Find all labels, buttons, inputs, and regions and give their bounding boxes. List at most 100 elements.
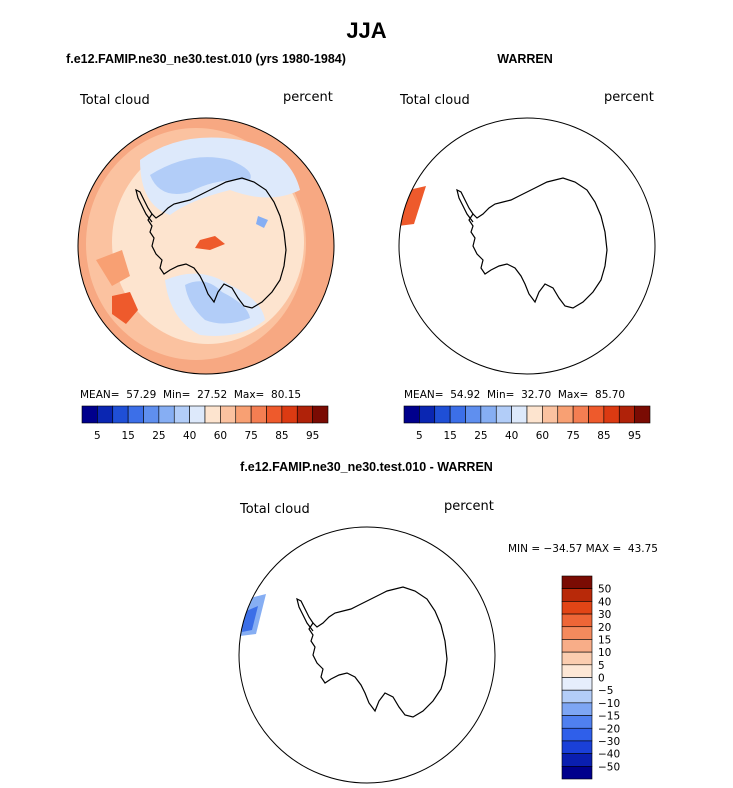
panel1-stats: MEAN= 57.29 Min= 27.52 Max= 80.15 [80,389,301,401]
panel2-variable-label: Total cloud [400,93,470,108]
panel1-colorbar-box-10 [235,405,252,424]
panel2-colorbar-box-10 [557,405,574,424]
panel3-colorbar-box-3 [561,613,593,628]
panel1-title: f.e12.FAMIP.ne30_ne30.test.010 (yrs 1980… [66,52,346,66]
panel2-colorbar-box-8 [526,405,543,424]
panel3-colorbar-tick-9: −10 [598,698,620,710]
panel2-units-label: percent [604,90,654,105]
panel1-colorbar-box-0 [81,405,98,424]
panel1-colorbar-box-2 [112,405,129,424]
panel2-colorbar-box-6 [495,405,512,424]
panel3-colorbar-box-2 [561,601,593,615]
panel1-min: 27.52 [197,389,228,401]
panel1-colorbar-tick-2: 25 [152,430,165,442]
panel1-colorbar-tick-3: 40 [183,430,196,442]
panel1-colorbar-box-4 [143,405,160,424]
panel1-colorbar-box-6 [173,405,190,424]
panel1-colorbar-box-12 [266,405,283,424]
panel2-colorbar: 5 15 25 40 60 75 85 95 [403,405,651,442]
panel3-colorbar-tick-1: 40 [598,596,611,608]
panel3-colorbar-box-14 [561,753,593,767]
panel1-colorbar-tick-0: 5 [94,430,101,442]
panel3-colorbar-box-5 [561,639,593,653]
panel3-colorbar-tick-4: 15 [598,634,611,646]
panel1-colorbar-box-9 [220,405,237,424]
panel3-colorbar-tick-5: 10 [598,647,611,659]
panel1-colorbar-box-5 [158,405,175,424]
panel3-colorbar-box-15 [561,766,593,780]
panel1-colorbar-box-8 [204,405,221,424]
panel2-map [398,117,656,375]
panel2-colorbar-box-1 [419,405,436,424]
panel3-colorbar-box-6 [561,651,593,666]
panel1-colorbar-box-14 [296,405,313,424]
panel1-colorbar-tick-4: 60 [214,430,227,442]
panel3-colorbar-box-9 [561,689,593,704]
panel2-colorbar-tick-7: 95 [628,430,641,442]
panel2-colorbar-tick-4: 60 [536,430,549,442]
main-title: JJA [346,18,387,43]
panel1-colorbar-box-7 [189,405,206,424]
panel3-colorbar-tick-13: −40 [598,749,620,761]
panel1-variable-label: Total cloud [80,93,150,108]
panel3-colorbar-box-11 [561,715,593,729]
panel3-colorbar-tick-12: −30 [598,736,620,748]
panel1-colorbar-tick-1: 15 [121,430,134,442]
panel1-colorbar: 5 15 25 40 60 75 85 95 [81,405,329,442]
panel2-max-label: Max= [557,389,589,401]
panel1-colorbar-box-15 [312,405,329,424]
panel1-units-label: percent [283,90,333,105]
panel2-stats: MEAN= 54.92 Min= 32.70 Max= 85.70 [404,389,625,401]
panel2-colorbar-box-4 [465,405,482,424]
panel2-colorbar-tick-1: 15 [443,430,456,442]
panel3-units-label: percent [444,499,494,514]
panel2-colorbar-box-11 [572,405,589,424]
panel3-colorbar-tick-8: −5 [598,685,613,697]
panel2-colorbar-tick-3: 40 [505,430,518,442]
panel1-colorbar-tick-7: 95 [306,430,319,442]
panel2-colorbar-box-3 [449,405,466,424]
panel2-colorbar-box-0 [403,405,420,424]
panel3-colorbar-tick-10: −15 [598,711,620,723]
panel2-colorbar-box-2 [434,405,451,424]
panel2-mean-label: MEAN= [404,389,444,401]
panel1-map [77,117,335,375]
panel1-max-label: Max= [233,389,265,401]
panel2-colorbar-box-12 [588,405,605,424]
panel1-colorbar-tick-6: 85 [275,430,288,442]
panel3-title: f.e12.FAMIP.ne30_ne30.test.010 - WARREN [240,460,493,474]
panel2-mean: 54.92 [450,389,481,401]
panel3-minmax: MIN = −34.57 MAX = 43.75 [508,543,658,555]
panel2-title: WARREN [497,52,553,66]
panel2-colorbar-tick-0: 5 [416,430,423,442]
panel2-colorbar-box-9 [542,405,559,424]
panel2-colorbar-tick-5: 75 [566,430,579,442]
panel2-colorbar-box-14 [618,405,635,424]
panel3-colorbar-box-8 [561,677,593,691]
panel3-colorbar-tick-2: 30 [598,609,611,621]
panel3-colorbar-box-7 [561,664,593,678]
panel1-colorbar-box-13 [281,405,298,424]
panel1-max: 80.15 [271,389,302,401]
panel2-min: 32.70 [521,389,552,401]
panel1-mean-label: MEAN= [80,389,120,401]
panel3-colorbar-tick-11: −20 [598,723,620,735]
panel3-map [238,526,496,784]
panel2-colorbar-box-7 [511,405,528,424]
panel3-colorbar-box-1 [561,588,593,602]
panel3-colorbar-tick-3: 20 [598,622,611,634]
panel2-colorbar-box-5 [480,405,497,424]
panel3-colorbar-tick-7: 0 [598,673,605,685]
panel3-colorbar-box-12 [561,727,593,742]
panel2-colorbar-tick-2: 25 [474,430,487,442]
panel2-colorbar-box-15 [634,405,651,424]
panel3-colorbar-tick-14: −50 [598,761,620,773]
panel1-colorbar-tick-5: 75 [244,430,257,442]
panel1-colorbar-box-3 [127,405,144,424]
panel1-colorbar-box-11 [250,405,267,424]
panel3-colorbar-box-4 [561,626,593,640]
panel2-colorbar-box-13 [603,405,620,424]
panel2-colorbar-tick-6: 85 [597,430,610,442]
